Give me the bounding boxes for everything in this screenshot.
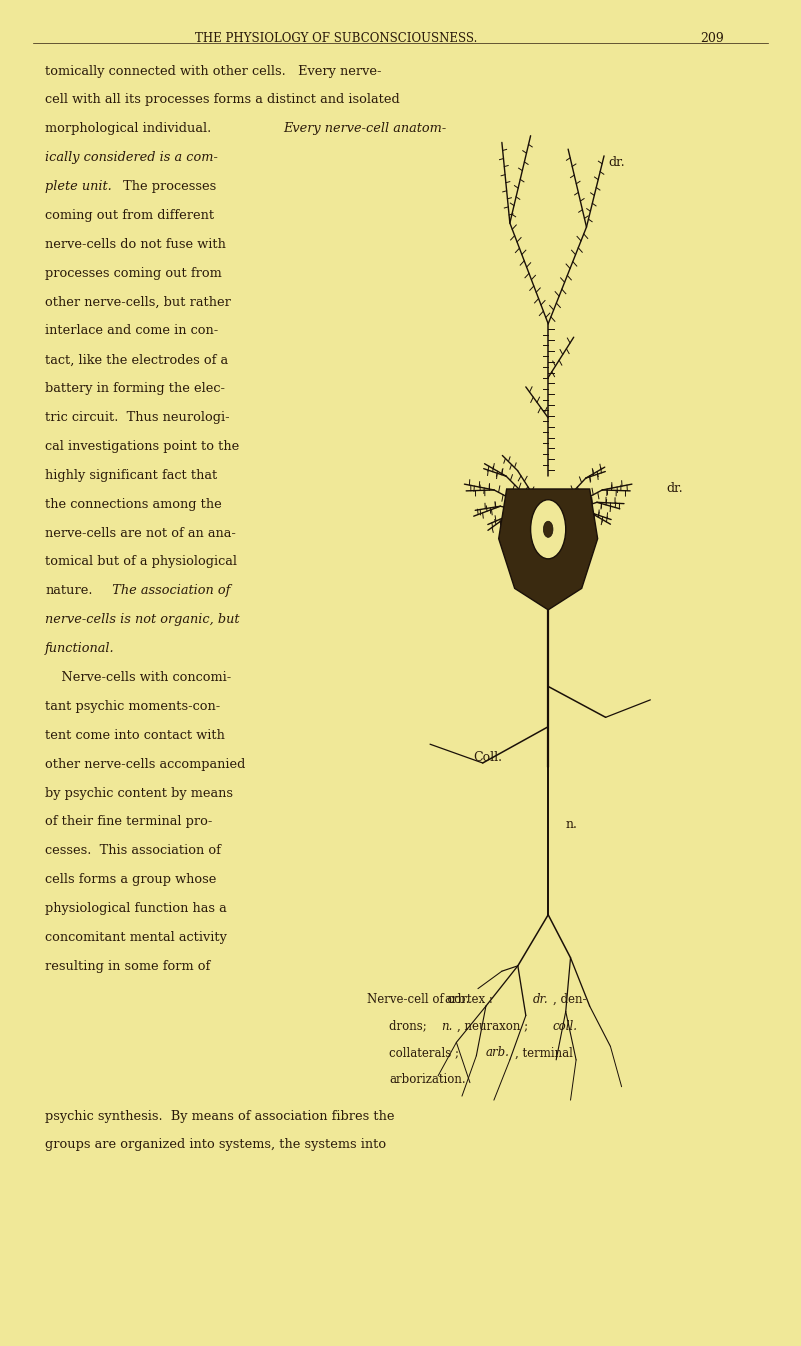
Text: Coll.: Coll. (473, 751, 502, 765)
Text: The processes: The processes (119, 180, 216, 192)
Text: coming out from different: coming out from different (46, 209, 215, 222)
Text: tomical but of a physiological: tomical but of a physiological (46, 556, 237, 568)
Text: nerve-cells are not of an ana-: nerve-cells are not of an ana- (46, 526, 236, 540)
Text: morphological individual.: morphological individual. (46, 122, 224, 136)
Text: resulting in some form of: resulting in some form of (46, 960, 211, 973)
Text: drons;: drons; (389, 1019, 431, 1032)
Text: highly significant fact that: highly significant fact that (46, 468, 218, 482)
Text: other nerve-cells, but rather: other nerve-cells, but rather (46, 296, 231, 308)
Text: tent come into contact with: tent come into contact with (46, 728, 225, 742)
Text: plete unit.: plete unit. (46, 180, 112, 192)
Text: arb.: arb. (445, 993, 470, 1005)
Text: Every nerve-cell anatom-: Every nerve-cell anatom- (284, 122, 446, 136)
Text: the connections among the: the connections among the (46, 498, 222, 510)
Text: battery in forming the elec-: battery in forming the elec- (46, 382, 225, 396)
Text: coll.: coll. (553, 1019, 578, 1032)
Text: psychic synthesis.  By means of association fibres the: psychic synthesis. By means of associati… (46, 1109, 395, 1123)
Text: dr.: dr. (533, 993, 549, 1005)
Text: other nerve-cells accompanied: other nerve-cells accompanied (46, 758, 246, 771)
Text: functional.: functional. (46, 642, 115, 656)
Text: tomically connected with other cells.   Every nerve-: tomically connected with other cells. Ev… (46, 65, 382, 78)
Text: Nerve-cell of cortex :: Nerve-cell of cortex : (367, 993, 497, 1005)
Text: of their fine terminal pro-: of their fine terminal pro- (46, 816, 213, 828)
Circle shape (530, 499, 566, 559)
Text: cal investigations point to the: cal investigations point to the (46, 440, 239, 454)
Text: cesses.  This association of: cesses. This association of (46, 844, 221, 857)
Text: 209: 209 (700, 32, 723, 46)
Text: nerve-cells do not fuse with: nerve-cells do not fuse with (46, 238, 226, 250)
Text: tric circuit.  Thus neurologi-: tric circuit. Thus neurologi- (46, 411, 230, 424)
Text: concomitant mental activity: concomitant mental activity (46, 931, 227, 944)
Text: physiological function has a: physiological function has a (46, 902, 227, 915)
Text: THE PHYSIOLOGY OF SUBCONSCIOUSNESS.: THE PHYSIOLOGY OF SUBCONSCIOUSNESS. (195, 32, 478, 46)
Text: cell with all its processes forms a distinct and isolated: cell with all its processes forms a dist… (46, 93, 400, 106)
Text: dr.: dr. (608, 156, 625, 170)
Text: , neuraxon ;: , neuraxon ; (457, 1019, 532, 1032)
Text: n.: n. (566, 818, 578, 832)
Text: by psychic content by means: by psychic content by means (46, 786, 233, 800)
Text: groups are organized into systems, the systems into: groups are organized into systems, the s… (46, 1139, 386, 1151)
Text: dr.: dr. (666, 482, 683, 495)
Text: nerve-cells is not organic, but: nerve-cells is not organic, but (46, 614, 239, 626)
Text: , terminal: , terminal (515, 1046, 573, 1059)
Text: Nerve-cells with concomi-: Nerve-cells with concomi- (46, 672, 231, 684)
Circle shape (543, 521, 553, 537)
Polygon shape (499, 489, 598, 610)
Text: cells forms a group whose: cells forms a group whose (46, 874, 216, 886)
Text: nature.: nature. (46, 584, 93, 598)
Text: arborization.: arborization. (389, 1073, 466, 1086)
Text: , den-: , den- (553, 993, 586, 1005)
Text: tant psychic moments-con-: tant psychic moments-con- (46, 700, 220, 713)
Text: ically considered is a com-: ically considered is a com- (46, 151, 218, 164)
Text: processes coming out from: processes coming out from (46, 267, 222, 280)
Text: interlace and come in con-: interlace and come in con- (46, 324, 219, 338)
Text: collaterals ;: collaterals ; (389, 1046, 463, 1059)
Text: n.: n. (441, 1019, 453, 1032)
Text: The association of: The association of (103, 584, 230, 598)
Text: tact, like the electrodes of a: tact, like the electrodes of a (46, 353, 228, 366)
Text: arb.: arb. (485, 1046, 509, 1059)
